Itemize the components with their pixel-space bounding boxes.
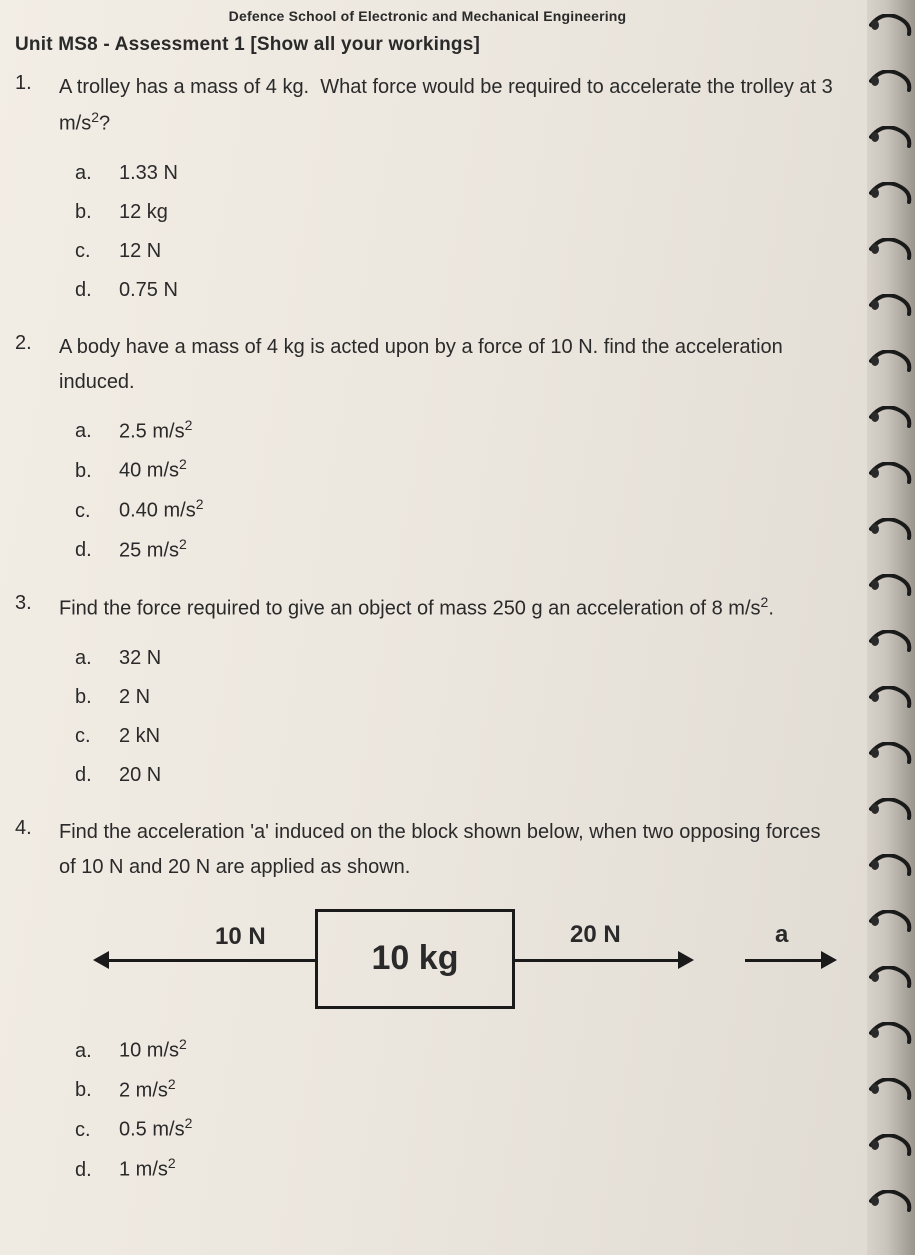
spiral-ring-icon	[869, 1134, 913, 1156]
option-d: d.20 N	[75, 756, 840, 795]
spiral-ring-icon	[869, 1022, 913, 1044]
spiral-ring-icon	[869, 294, 913, 316]
question-2: 2. A body have a mass of 4 kg is acted u…	[15, 330, 840, 571]
force-diagram: 10 N 10 kg 20 N a	[85, 899, 835, 1019]
option-d: d.0.75 N	[75, 271, 840, 310]
question-text: Find the acceleration 'a' induced on the…	[59, 815, 840, 885]
spiral-ring-icon	[869, 406, 913, 428]
spiral-ring-icon	[869, 686, 913, 708]
option-b: b.2 m/s2	[75, 1071, 840, 1111]
option-a: a.32 N	[75, 639, 840, 678]
unit-title: Unit MS8 - Assessment 1 [Show all your w…	[15, 34, 840, 56]
option-value: 1.33 N	[119, 154, 178, 193]
spiral-ring-icon	[869, 574, 913, 596]
option-value: 20 N	[119, 756, 161, 795]
option-b: b.40 m/s2	[75, 451, 840, 491]
question-number: 3.	[15, 590, 41, 615]
option-value: 0.75 N	[119, 271, 178, 310]
option-value: 12 kg	[119, 193, 168, 232]
option-value: 1 m/s2	[119, 1150, 176, 1190]
option-c: c.0.40 m/s2	[75, 491, 840, 531]
spiral-ring-icon	[869, 1190, 913, 1212]
options-list: a.10 m/s2 b.2 m/s2 c.0.5 m/s2 d.1 m/s2	[75, 1031, 840, 1190]
arrow-right-icon	[678, 951, 694, 969]
question-text: Find the force required to give an objec…	[59, 590, 840, 627]
spiral-ring-icon	[869, 70, 913, 92]
option-value: 2 kN	[119, 717, 160, 756]
question-number: 1.	[15, 70, 41, 95]
question-text: A trolley has a mass of 4 kg. What force…	[59, 70, 840, 142]
question-number: 4.	[15, 815, 41, 840]
spiral-ring-icon	[869, 742, 913, 764]
option-value: 10 m/s2	[119, 1031, 187, 1071]
option-value: 0.40 m/s2	[119, 491, 204, 531]
options-list: a.32 N b.2 N c.2 kN d.20 N	[75, 639, 840, 795]
arrow-right-line	[515, 959, 680, 962]
option-a: a.10 m/s2	[75, 1031, 840, 1071]
question-number: 2.	[15, 330, 41, 355]
spiral-ring-icon	[869, 910, 913, 932]
worksheet-page: Defence School of Electronic and Mechani…	[0, 0, 870, 1255]
mass-block: 10 kg	[315, 909, 515, 1009]
spiral-ring-icon	[869, 182, 913, 204]
question-text: A body have a mass of 4 kg is acted upon…	[59, 330, 840, 400]
spiral-ring-icon	[869, 854, 913, 876]
spiral-binding	[867, 0, 915, 1255]
option-value: 2 m/s2	[119, 1071, 176, 1111]
spiral-ring-icon	[869, 798, 913, 820]
spiral-ring-icon	[869, 238, 913, 260]
option-b: b.2 N	[75, 678, 840, 717]
option-b: b.12 kg	[75, 193, 840, 232]
option-value: 2.5 m/s2	[119, 412, 192, 452]
left-force-label: 10 N	[215, 923, 266, 951]
option-a: a.2.5 m/s2	[75, 412, 840, 452]
arrow-left-line	[107, 959, 315, 962]
spiral-ring-icon	[869, 630, 913, 652]
question-3: 3. Find the force required to give an ob…	[15, 590, 840, 795]
option-a: a.1.33 N	[75, 154, 840, 193]
right-force-label: 20 N	[570, 921, 621, 949]
option-value: 12 N	[119, 232, 161, 271]
option-value: 0.5 m/s2	[119, 1110, 192, 1150]
option-value: 40 m/s2	[119, 451, 187, 491]
spiral-ring-icon	[869, 518, 913, 540]
question-1: 1. A trolley has a mass of 4 kg. What fo…	[15, 70, 840, 310]
option-value: 25 m/s2	[119, 531, 187, 571]
spiral-ring-icon	[869, 14, 913, 36]
spiral-ring-icon	[869, 966, 913, 988]
option-value: 2 N	[119, 678, 150, 717]
arrow-accel-line	[745, 959, 823, 962]
spiral-ring-icon	[869, 350, 913, 372]
option-value: 32 N	[119, 639, 161, 678]
options-list: a.1.33 N b.12 kg c.12 N d.0.75 N	[75, 154, 840, 310]
options-list: a.2.5 m/s2 b.40 m/s2 c.0.40 m/s2 d.25 m/…	[75, 412, 840, 571]
arrow-accel-icon	[821, 951, 837, 969]
question-4: 4. Find the acceleration 'a' induced on …	[15, 815, 840, 1190]
spiral-ring-icon	[869, 1078, 913, 1100]
option-c: c.0.5 m/s2	[75, 1110, 840, 1150]
option-d: d.1 m/s2	[75, 1150, 840, 1190]
spiral-ring-icon	[869, 126, 913, 148]
option-d: d.25 m/s2	[75, 531, 840, 571]
option-c: c.12 N	[75, 232, 840, 271]
spiral-ring-icon	[869, 462, 913, 484]
school-header: Defence School of Electronic and Mechani…	[15, 8, 840, 24]
accel-label: a	[775, 921, 788, 949]
option-c: c.2 kN	[75, 717, 840, 756]
